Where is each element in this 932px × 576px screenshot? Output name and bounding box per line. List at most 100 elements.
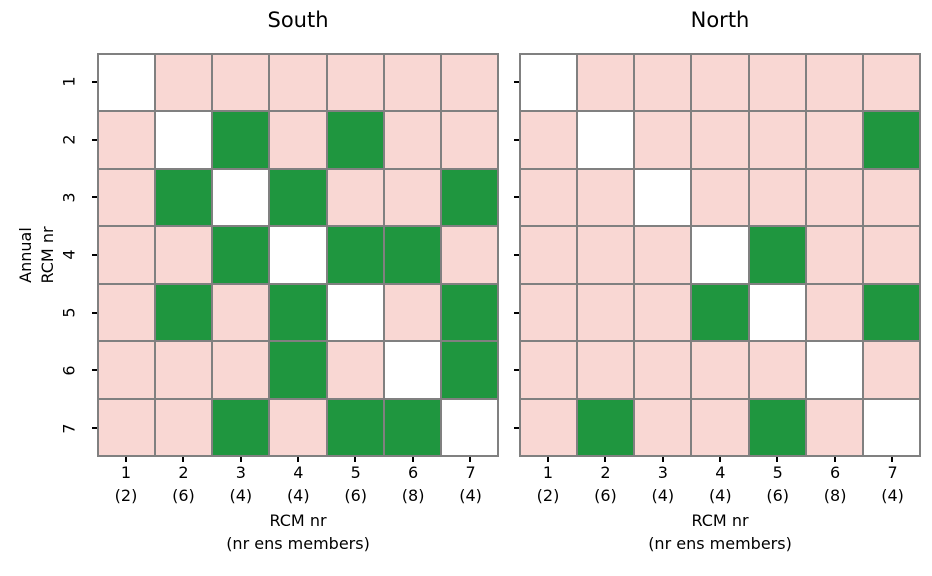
heatmap-cell-green: [441, 169, 497, 226]
heatmap-cell-green: [213, 399, 269, 455]
heatmap-cell-green: [384, 227, 440, 283]
x-axis-label-line2: (nr ens members): [226, 534, 370, 553]
x-tick-number: 3: [235, 463, 246, 482]
heatmap-cell-pink: [692, 55, 748, 111]
heatmap-cell-pink: [749, 342, 805, 398]
x-tick-mark: [297, 457, 299, 462]
y-tick-mark: [92, 369, 97, 372]
heatmap-cell-green: [692, 284, 748, 341]
heatmap-cell-pink: [806, 227, 862, 283]
x-tick-label: 7 (4): [442, 461, 500, 507]
x-tick-mark: [776, 457, 779, 462]
y-tick-number: 2: [59, 134, 79, 145]
heatmap-cell-pink: [270, 399, 326, 455]
heatmap-cell-pink: [863, 169, 919, 226]
x-tick-ens-count: (4): [651, 486, 675, 505]
heatmap-cell-pink: [806, 55, 862, 111]
heatmap-cell-pink: [327, 55, 383, 111]
heatmap-cell-green: [270, 342, 326, 398]
y-tick-mark: [92, 427, 97, 430]
y-tick-mark: [92, 80, 97, 83]
heatmap-cell-pink: [156, 227, 212, 283]
heatmap-cell-pink: [578, 284, 634, 341]
x-tick-ens-count: (8): [823, 486, 847, 505]
x-tick-label: 4 (4): [691, 461, 749, 507]
heatmap-cell-white: [441, 399, 497, 455]
heatmap-cell-white: [213, 169, 269, 226]
heatmap-cell-green: [213, 227, 269, 283]
y-tick-mark: [92, 311, 97, 314]
x-tick-mark: [719, 457, 721, 462]
heatmap-cell-green: [156, 169, 212, 226]
y-tick-number: 6: [59, 365, 79, 376]
heatmap-cell-green: [213, 112, 269, 168]
x-tick-ens-count: (4): [708, 486, 732, 505]
heatmap-cell-pink: [749, 55, 805, 111]
heatmap-cell-pink: [99, 112, 155, 168]
y-tick-number: 3: [59, 192, 79, 203]
x-tick-mark: [124, 457, 127, 462]
heatmap-cell-green: [270, 169, 326, 226]
heatmap-cell-pink: [578, 169, 634, 226]
south-title: South: [267, 8, 329, 32]
x-tick-mark: [354, 457, 357, 462]
heatmap-cell-pink: [578, 55, 634, 111]
heatmap-cell-pink: [270, 112, 326, 168]
x-tick-mark: [604, 457, 607, 462]
x-tick-label: 4 (4): [269, 461, 327, 507]
x-tick-number: 5: [350, 463, 361, 482]
x-tick-mark: [546, 457, 549, 462]
y-tick-mark: [514, 369, 519, 372]
y-tick-number: 7: [59, 423, 79, 434]
heatmap-cell-pink: [99, 227, 155, 283]
heatmap-cell-white: [99, 55, 155, 111]
x-tick-number: 2: [178, 463, 189, 482]
x-tick-label: 6 (8): [806, 461, 864, 507]
y-tick-label: 1: [56, 53, 82, 111]
x-tick-number: 4: [293, 463, 304, 482]
heatmap-cell-pink: [635, 55, 691, 111]
heatmap-cell-pink: [635, 227, 691, 283]
north-title: North: [690, 8, 750, 32]
heatmap-cell-pink: [213, 342, 269, 398]
heatmap-cell-pink: [521, 169, 577, 226]
x-tick-ens-count: (8): [401, 486, 425, 505]
heatmap-cell-green: [749, 227, 805, 283]
x-tick-label: 3 (4): [212, 461, 270, 507]
x-tick-number: 1: [542, 463, 554, 482]
x-tick-mark: [833, 457, 836, 462]
x-tick-ens-count: (6): [344, 486, 368, 505]
y-tick-label: 3: [56, 168, 82, 226]
heatmap-cell-pink: [635, 342, 691, 398]
heatmap-cell-white: [327, 284, 383, 341]
y-tick-mark: [92, 196, 97, 199]
heatmap-cell-white: [521, 55, 577, 111]
heatmap-cell-pink: [635, 284, 691, 341]
heatmap-cell-pink: [521, 342, 577, 398]
heatmap-cell-pink: [156, 342, 212, 398]
y-tick-mark: [514, 427, 519, 430]
heatmap-cell-pink: [749, 169, 805, 226]
x-tick-ens-count: (4): [229, 486, 253, 505]
heatmap-cell-pink: [692, 399, 748, 455]
heatmap-cell-green: [863, 284, 919, 341]
x-tick-number: 6: [408, 463, 419, 482]
south-heatmap: [97, 53, 499, 457]
y-tick-mark: [514, 138, 519, 141]
heatmap-cell-white: [578, 112, 634, 168]
x-tick-number: 2: [600, 463, 611, 482]
heatmap-cell-white: [692, 227, 748, 283]
heatmap-cell-white: [635, 169, 691, 226]
x-tick-label: 2 (6): [154, 461, 212, 507]
heatmap-cell-pink: [521, 112, 577, 168]
heatmap-cell-green: [156, 284, 212, 341]
x-tick-label: 2 (6): [576, 461, 634, 507]
heatmap-cell-pink: [806, 284, 862, 341]
heatmap-cell-pink: [635, 112, 691, 168]
heatmap-cell-pink: [327, 169, 383, 226]
heatmap-cell-green: [384, 399, 440, 455]
heatmap-cell-white: [806, 342, 862, 398]
heatmap-cell-pink: [578, 342, 634, 398]
x-tick-ens-count: (2): [114, 486, 138, 505]
heatmap-cell-green: [327, 112, 383, 168]
